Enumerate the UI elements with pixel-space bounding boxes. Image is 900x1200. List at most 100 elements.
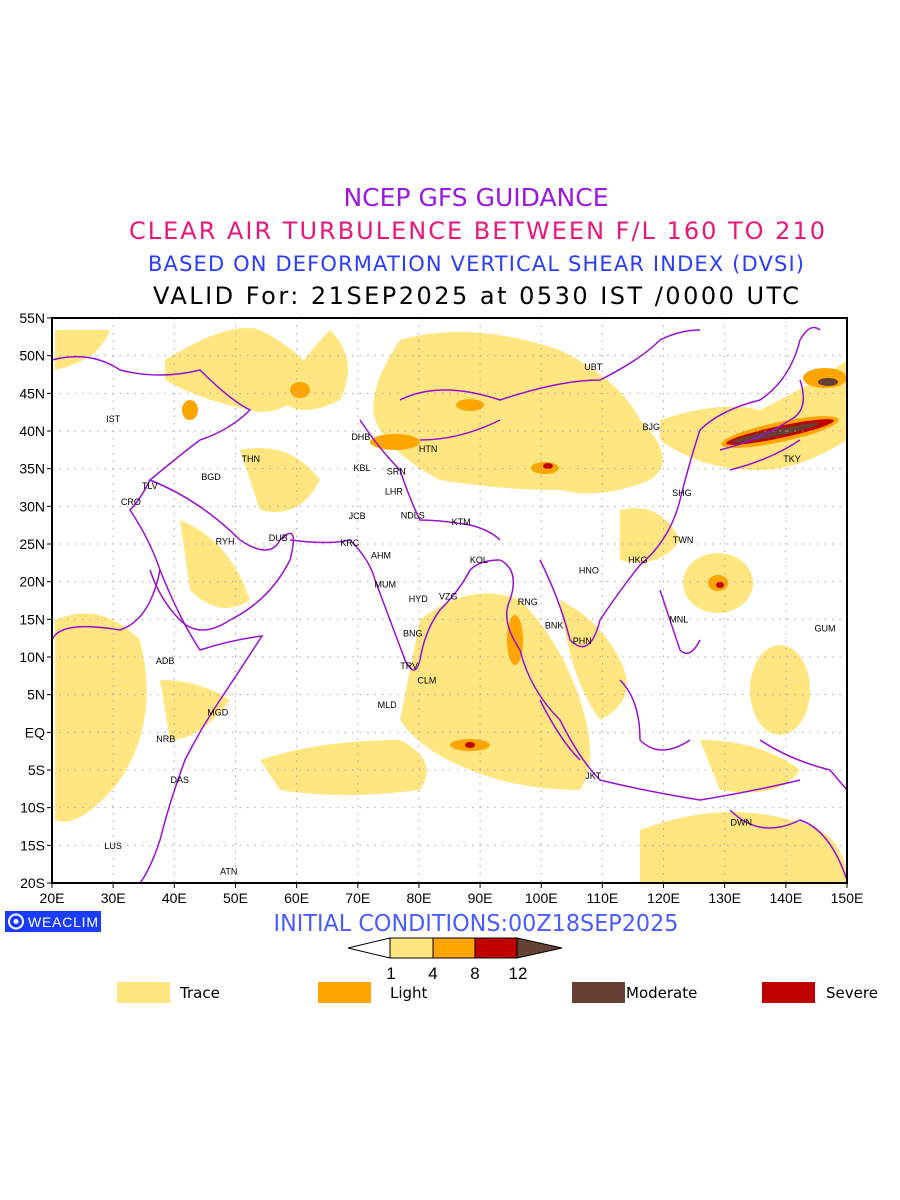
- colorbar-label: 12: [509, 964, 528, 983]
- station-label-twn: TWN: [673, 535, 694, 545]
- legend-label-severe: Severe: [826, 984, 878, 1002]
- lat-tick-label: 15S: [20, 837, 45, 853]
- station-label-mld: MLD: [378, 700, 398, 710]
- station-label-ubt: UBT: [584, 362, 603, 372]
- lon-tick-label: 120E: [647, 890, 680, 906]
- lon-tick-label: 150E: [831, 890, 864, 906]
- map-frame: [51, 317, 848, 884]
- lon-tick-label: 130E: [708, 890, 741, 906]
- legend-swatch-moderate: [572, 982, 625, 1003]
- lon-tick-label: 80E: [406, 890, 431, 906]
- title-valid-time: VALID For: 21SEP2025 at 0530 IST /0000 U…: [153, 282, 799, 310]
- station-label-ahm: AHM: [371, 550, 391, 560]
- colorbar-label: 1: [386, 964, 395, 983]
- title-dvsi: BASED ON DEFORMATION VERTICAL SHEAR INDE…: [148, 252, 804, 276]
- station-label-gum: GUM: [814, 623, 835, 633]
- station-label-jkt: JKT: [585, 771, 602, 781]
- station-label-shg: SHG: [672, 488, 692, 498]
- lat-tick-label: 20S: [20, 875, 45, 891]
- station-label-hno: HNO: [579, 565, 599, 575]
- lat-tick-label: 5S: [28, 762, 45, 778]
- station-label-lhr: LHR: [385, 486, 404, 496]
- station-label-ist: IST: [106, 414, 121, 424]
- station-label-kbl: KBL: [354, 463, 371, 473]
- lat-tick-label: 5N: [27, 687, 45, 703]
- lon-tick-label: 50E: [223, 890, 248, 906]
- lat-tick-label: 20N: [19, 574, 45, 590]
- station-label-adb: ADB: [156, 656, 175, 666]
- station-label-krc: KRC: [340, 538, 360, 548]
- colorbar-bin-severe: [474, 937, 518, 959]
- colorbar-low-extension: [347, 937, 391, 959]
- lat-tick-label: 40N: [19, 423, 45, 439]
- title-guidance: NCEP GFS GUIDANCE: [343, 183, 608, 212]
- badge-label: WEACLIM: [28, 914, 98, 930]
- lat-tick-label: 30N: [19, 498, 45, 514]
- lon-tick-label: 20E: [40, 890, 65, 906]
- lat-tick-label: 25N: [19, 536, 45, 552]
- colorbar-bin-trace: [389, 937, 434, 959]
- station-label-mnl: MNL: [669, 614, 688, 624]
- coastlines-and-borders: [51, 326, 848, 884]
- station-label-ktm: KTM: [452, 517, 471, 527]
- station-label-tky: TKY: [783, 454, 801, 464]
- legend: Trace Light Moderate Severe: [117, 982, 878, 1003]
- legend-swatch-severe: [762, 982, 815, 1003]
- axis-ticks: 20E 30E 40E 50E 60E 70E 80E 90E 100E 110E 120E 130E…: [19, 310, 863, 906]
- station-label-jcb: JCB: [349, 511, 366, 521]
- lon-tick-label: 90E: [468, 890, 493, 906]
- station-label-bgd: BGD: [201, 472, 221, 482]
- copyright-icon: [8, 913, 24, 930]
- station-label-phn: PHN: [573, 636, 592, 646]
- legend-label-light: Light: [390, 984, 428, 1002]
- lat-tick-label: 10S: [20, 800, 45, 816]
- station-label-htn: HTN: [419, 444, 438, 454]
- station-label-ndls: NDLS: [401, 510, 425, 520]
- station-label-rng: RNG: [518, 597, 538, 607]
- lon-tick-label: 30E: [101, 890, 126, 906]
- station-label-clm: CLM: [417, 675, 436, 685]
- legend-label-moderate: Moderate: [626, 984, 697, 1002]
- initial-conditions: INITIAL CONDITIONS:00Z18SEP2025: [274, 911, 679, 937]
- lon-tick-label: 140E: [769, 890, 802, 906]
- colorbar-bin-light: [432, 937, 476, 959]
- legend-swatch-light: [318, 982, 371, 1003]
- colorbar-high-extension: [516, 937, 563, 959]
- station-label-das: DAS: [171, 775, 190, 785]
- station-label-atn: ATN: [220, 867, 237, 877]
- station-label-hyd: HYD: [409, 594, 429, 604]
- station-label-hkg: HKG: [628, 555, 648, 565]
- station-label-nrb: NRB: [156, 734, 175, 744]
- legend-label-trace: Trace: [179, 984, 220, 1002]
- lon-tick-label: 110E: [587, 890, 619, 906]
- gridlines: [52, 318, 847, 883]
- station-label-lus: LUS: [104, 841, 122, 851]
- station-label-bjg: BJG: [643, 422, 661, 432]
- station-label-dhb: DHB: [351, 432, 370, 442]
- legend-swatch-trace: [117, 982, 170, 1003]
- colorbar: [347, 937, 563, 959]
- lat-tick-label: 35N: [19, 461, 45, 477]
- station-label-dub: DUB: [269, 533, 288, 543]
- station-label-cro: CRO: [121, 497, 141, 507]
- lon-tick-label: 70E: [345, 890, 370, 906]
- station-label-trv: TRV: [400, 661, 418, 671]
- station-label-bng: BNG: [403, 629, 423, 639]
- lat-tick-label: 45N: [19, 385, 45, 401]
- weaclim-badge: WEACLIM: [5, 911, 101, 932]
- station-label-ryh: RYH: [216, 537, 235, 547]
- station-label-kol: KOL: [470, 555, 488, 565]
- station-label-thn: THN: [242, 454, 261, 464]
- turbulence-trace-areas: [55, 328, 847, 883]
- colorbar-labels: 1 4 8 12: [386, 964, 527, 983]
- station-label-mum: MUM: [375, 580, 397, 590]
- turbulence-moderate-areas: [730, 378, 838, 443]
- station-label-mgd: MGD: [207, 708, 228, 718]
- lon-tick-label: 100E: [525, 890, 558, 906]
- lon-tick-label: 60E: [284, 890, 309, 906]
- title-turbulence: CLEAR AIR TURBULENCE BETWEEN F/L 160 TO …: [129, 217, 825, 245]
- station-label-bnk: BNK: [545, 620, 564, 630]
